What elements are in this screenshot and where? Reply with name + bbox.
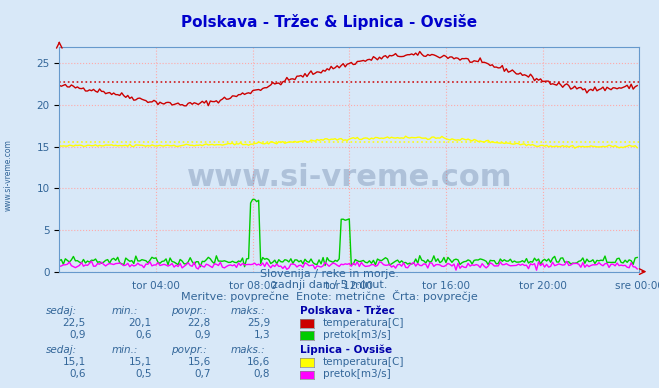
Text: 1,3: 1,3 (254, 329, 270, 340)
Text: Lipnica - Ovsiše: Lipnica - Ovsiše (300, 345, 392, 355)
Text: povpr.:: povpr.: (171, 306, 207, 316)
Text: 20,1: 20,1 (129, 318, 152, 328)
Text: 25,9: 25,9 (247, 318, 270, 328)
Text: povpr.:: povpr.: (171, 345, 207, 355)
Text: Polskava - Tržec: Polskava - Tržec (300, 306, 395, 316)
Text: min.:: min.: (112, 306, 138, 316)
Text: 0,9: 0,9 (69, 329, 86, 340)
Text: 0,5: 0,5 (135, 369, 152, 379)
Text: Polskava - Tržec & Lipnica - Ovsiše: Polskava - Tržec & Lipnica - Ovsiše (181, 14, 478, 29)
Text: min.:: min.: (112, 345, 138, 355)
Text: 22,5: 22,5 (63, 318, 86, 328)
Text: pretok[m3/s]: pretok[m3/s] (323, 329, 391, 340)
Text: 22,8: 22,8 (188, 318, 211, 328)
Text: 15,6: 15,6 (188, 357, 211, 367)
Text: 0,8: 0,8 (254, 369, 270, 379)
Text: www.si-vreme.com: www.si-vreme.com (3, 139, 13, 211)
Text: 16,6: 16,6 (247, 357, 270, 367)
Text: maks.:: maks.: (231, 345, 266, 355)
Text: zadnji dan / 5 minut.: zadnji dan / 5 minut. (272, 280, 387, 290)
Text: Slovenija / reke in morje.: Slovenija / reke in morje. (260, 269, 399, 279)
Text: www.si-vreme.com: www.si-vreme.com (186, 163, 512, 192)
Text: pretok[m3/s]: pretok[m3/s] (323, 369, 391, 379)
Text: 15,1: 15,1 (63, 357, 86, 367)
Text: 0,7: 0,7 (194, 369, 211, 379)
Text: sedaj:: sedaj: (46, 306, 77, 316)
Text: sedaj:: sedaj: (46, 345, 77, 355)
Text: Meritve: povprečne  Enote: metrične  Črta: povprečje: Meritve: povprečne Enote: metrične Črta:… (181, 289, 478, 301)
Text: temperatura[C]: temperatura[C] (323, 318, 405, 328)
Text: 0,9: 0,9 (194, 329, 211, 340)
Text: maks.:: maks.: (231, 306, 266, 316)
Text: temperatura[C]: temperatura[C] (323, 357, 405, 367)
Text: 15,1: 15,1 (129, 357, 152, 367)
Text: 0,6: 0,6 (135, 329, 152, 340)
Text: 0,6: 0,6 (69, 369, 86, 379)
